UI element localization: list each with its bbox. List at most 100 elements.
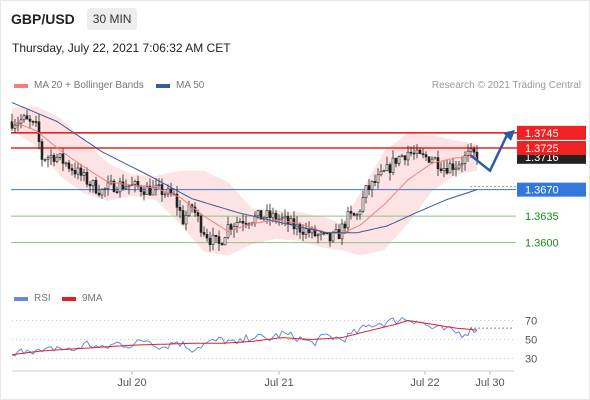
ma20-line: [11, 121, 477, 235]
candle: [415, 149, 419, 154]
candle: [472, 148, 476, 153]
candle: [373, 181, 377, 183]
time-tick-label: Jul 20: [117, 377, 146, 389]
candle: [142, 191, 146, 195]
candle: [70, 168, 74, 171]
forecast-arrow: [469, 132, 510, 173]
candle: [349, 211, 353, 214]
candle: [382, 170, 386, 172]
pivot-tag: [517, 182, 586, 197]
candle: [238, 221, 242, 223]
candle: [151, 187, 155, 196]
candle: [199, 215, 203, 233]
legend-9ma: 9MA: [62, 293, 103, 304]
resistance-2-tag: [517, 125, 586, 140]
candle: [355, 214, 359, 216]
timeframe-badge[interactable]: 30 MIN: [86, 8, 138, 30]
candle: [448, 163, 452, 174]
candle: [181, 210, 185, 225]
ma50-line: [11, 102, 478, 234]
candle: [79, 167, 83, 176]
candle: [28, 118, 32, 122]
candle: [121, 181, 125, 190]
candle: [22, 115, 26, 121]
candle: [424, 154, 428, 158]
candle: [268, 210, 272, 218]
candle: [364, 185, 368, 199]
candle: [223, 237, 227, 246]
resistance-1-tag: [517, 140, 586, 155]
candle: [463, 155, 467, 164]
candle: [256, 210, 260, 217]
candle: [304, 228, 308, 235]
candle: [346, 211, 350, 229]
candle: [19, 119, 23, 124]
rsi-tick-label: 70: [525, 316, 537, 328]
candle: [217, 236, 221, 244]
candle: [178, 207, 182, 211]
candle: [280, 217, 284, 220]
candle: [400, 155, 404, 158]
candle: [184, 215, 188, 225]
candle: [358, 210, 362, 215]
candle: [316, 234, 320, 237]
candle: [406, 151, 410, 161]
candle: [67, 162, 71, 169]
candle: [343, 223, 347, 229]
candle: [175, 193, 179, 208]
rsi-legend-label: RSI: [34, 293, 51, 304]
ma50-swatch: [156, 83, 170, 88]
candle: [97, 192, 101, 196]
candle: [37, 121, 41, 143]
legend-rsi: RSI: [14, 293, 51, 304]
candle: [154, 184, 158, 188]
candle: [418, 149, 422, 155]
time-tick-label: Jul 21: [264, 377, 293, 389]
candle: [454, 167, 458, 171]
candle: [40, 141, 44, 160]
candle: [13, 124, 17, 129]
candle: [421, 153, 425, 155]
candle: [100, 189, 104, 196]
candle: [145, 185, 149, 195]
candle: [385, 164, 389, 172]
legend-ma50: MA 50: [156, 80, 204, 91]
candle: [442, 168, 446, 172]
candle: [34, 121, 38, 123]
candle: [409, 151, 413, 154]
candle: [439, 168, 443, 172]
candle: [196, 212, 200, 217]
candle: [160, 184, 164, 195]
rsi-tick-label: 30: [525, 354, 537, 366]
candle: [289, 218, 293, 225]
candle: [112, 180, 116, 193]
support-2-label: 1.3600: [525, 238, 559, 250]
candle: [208, 237, 212, 245]
candle: [49, 155, 53, 158]
candle: [259, 210, 263, 220]
candle: [469, 148, 473, 152]
candle: [43, 159, 47, 161]
candle: [397, 156, 401, 164]
candle: [106, 182, 110, 189]
bollinger-band: [12, 106, 477, 256]
candle: [394, 157, 398, 164]
candle: [427, 156, 431, 163]
candle: [139, 186, 143, 192]
candle: [328, 232, 332, 242]
candle: [376, 174, 380, 183]
symbol-title: GBP/USD: [11, 11, 75, 27]
candle: [61, 153, 65, 164]
candle: [55, 157, 59, 162]
time-tick-label: Jul 30: [475, 377, 504, 389]
candle: [31, 121, 35, 123]
candle: [391, 157, 395, 174]
candle: [64, 162, 68, 165]
chart-header: GBP/USD 30 MIN: [11, 7, 138, 31]
candle: [370, 181, 374, 190]
candle: [118, 181, 122, 193]
candle: [436, 157, 440, 170]
rsi-tick-label: 50: [525, 335, 537, 347]
candle: [286, 215, 290, 225]
